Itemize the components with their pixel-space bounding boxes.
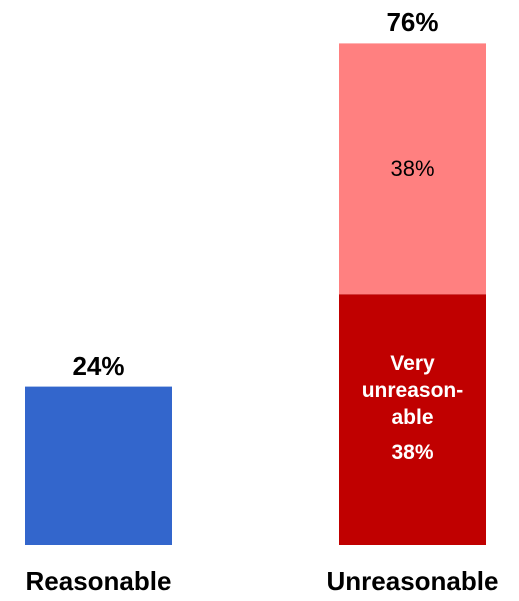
segment-label-unreasonable-0: Very unreason-able 38% — [339, 350, 486, 466]
segment-name-line: unreason- — [361, 379, 464, 403]
segment-value-label: 38% — [391, 441, 434, 465]
segment-name-line: Very — [390, 352, 435, 376]
bar-segment-unreasonable-1 — [339, 43, 486, 295]
bar-segment-unreasonable-0 — [339, 294, 486, 545]
total-label-unreasonable: 76% — [386, 7, 439, 38]
total-label-reasonable: 24% — [72, 350, 125, 381]
category-label-reasonable: Reasonable — [25, 566, 172, 596]
segment-label-unreasonable-1: 38% — [390, 155, 435, 181]
category-label-unreasonable: Unreasonable — [326, 566, 499, 596]
bar-segment-reasonable-0 — [25, 386, 172, 545]
segment-name-line: able — [391, 406, 434, 430]
